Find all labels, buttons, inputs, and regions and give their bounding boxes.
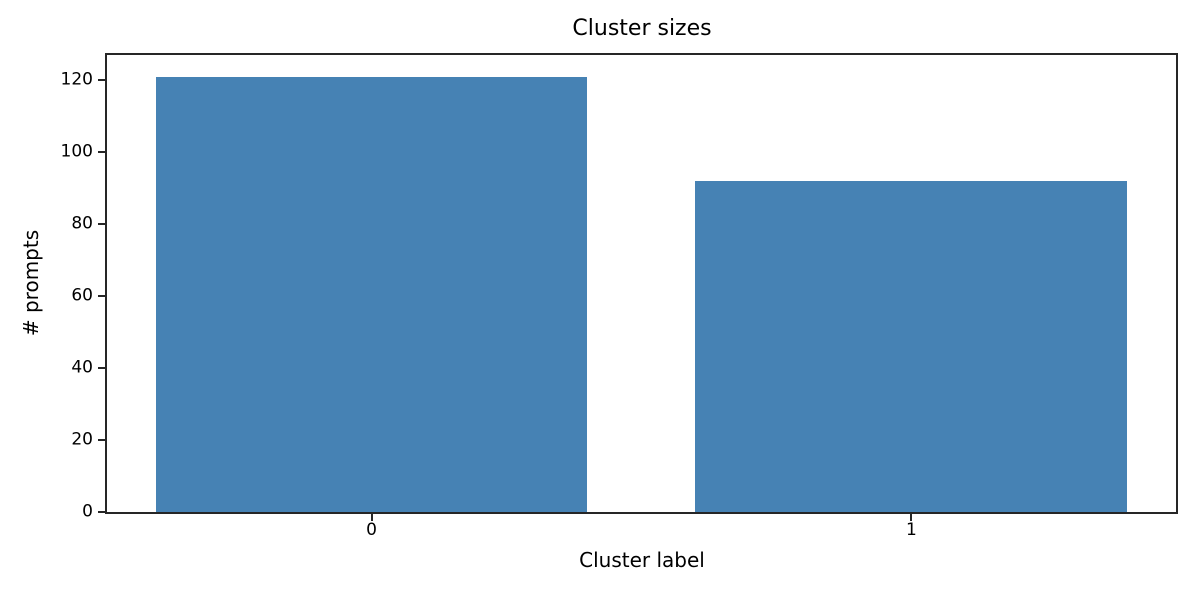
y-tick-mark-0	[98, 511, 105, 513]
y-tick-label-100: 100	[60, 141, 93, 162]
chart-title: Cluster sizes	[572, 16, 712, 41]
plot-area: 0 20 40 60 80 100 120 0 1	[61, 53, 1178, 539]
y-tick-mark-120	[98, 79, 105, 82]
y-tick-label-120: 120	[60, 69, 93, 90]
y-tick-label-80: 80	[71, 213, 93, 234]
y-tick-label-0: 0	[82, 501, 93, 522]
y-tick-mark-20	[98, 439, 105, 442]
bar-cluster-1	[695, 180, 1128, 512]
y-tick-label-20: 20	[71, 429, 93, 450]
x-tick-mark-1	[910, 514, 913, 521]
y-tick-label-40: 40	[71, 357, 93, 378]
y-tick-mark-40	[98, 367, 105, 370]
y-tick-mark-80	[98, 223, 105, 226]
x-tick-mark-0	[370, 514, 373, 521]
x-tick-label-0: 0	[366, 520, 377, 540]
y-tick-label-60: 60	[71, 285, 93, 306]
bar-cluster-0	[155, 76, 588, 512]
x-axis-label: Cluster label	[579, 548, 705, 572]
x-tick-label-1: 1	[906, 520, 917, 540]
y-tick-mark-60	[98, 295, 105, 298]
y-axis-label: # prompts	[19, 229, 43, 337]
y-tick-mark-100	[98, 151, 105, 154]
